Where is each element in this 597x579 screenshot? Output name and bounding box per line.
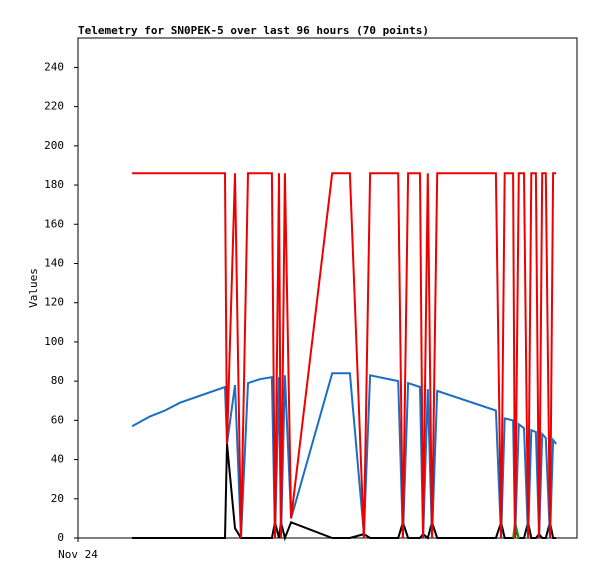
y-tick-label: 160 [44,217,64,230]
y-tick-label: 140 [44,256,64,269]
y-tick-label: 240 [44,60,64,73]
y-tick-label: 20 [51,492,64,505]
y-tick-label: 60 [51,413,64,426]
y-tick-label: 80 [51,374,64,387]
y-tick-label: 40 [51,453,64,466]
y-tick-label: 180 [44,178,64,191]
chart-title: Telemetry for SN0PEK-5 over last 96 hour… [78,24,429,37]
y-tick-label: 100 [44,335,64,348]
series-line [132,172,557,539]
x-tick-label: Nov 24 [58,548,98,561]
y-axis-label: Values [27,268,40,308]
y-tick-label: 200 [44,139,64,152]
series-line [132,443,557,542]
y-tick-label: 220 [44,100,64,113]
y-tick-label: 120 [44,296,64,309]
y-tick-label: 0 [57,531,64,544]
plot-frame [77,37,578,539]
